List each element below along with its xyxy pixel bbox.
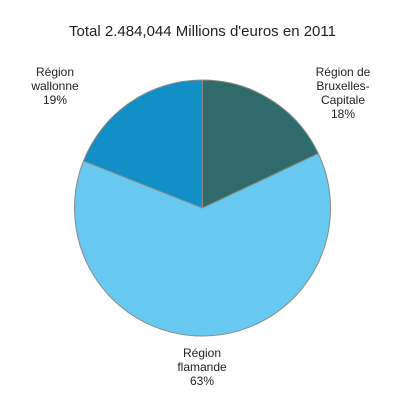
pie-slice-3 (82, 79, 203, 209)
slice-label-line: Région (183, 346, 221, 360)
pie-slice-1 (202, 79, 319, 209)
pie-slices (74, 79, 332, 337)
pie-labels: Région de Bruxelles-Capitale 18%Région flam… (30, 65, 370, 388)
slice-label-3: Région wallonne 19% (30, 65, 79, 107)
slice-label-line: 18% (331, 107, 355, 121)
pie-slice-2 (74, 152, 332, 337)
chart-title: Total 2.484,044 Millions d'euros en 2011 (69, 23, 336, 40)
slice-label-line: Région (36, 65, 74, 79)
slice-label-line: flamande (177, 360, 227, 374)
slice-label-2: Région flamande 63% (177, 346, 227, 388)
slice-label-1: Région de Bruxelles-Capitale 18% (316, 65, 371, 121)
slice-label-line: Bruxelles- (316, 79, 369, 93)
slice-label-line: Capitale (321, 93, 365, 107)
slice-label-line: 19% (43, 93, 67, 107)
slice-label-line: Région de (316, 65, 371, 79)
slice-label-line: wallonne (30, 79, 79, 93)
slice-label-line: 63% (190, 374, 214, 388)
